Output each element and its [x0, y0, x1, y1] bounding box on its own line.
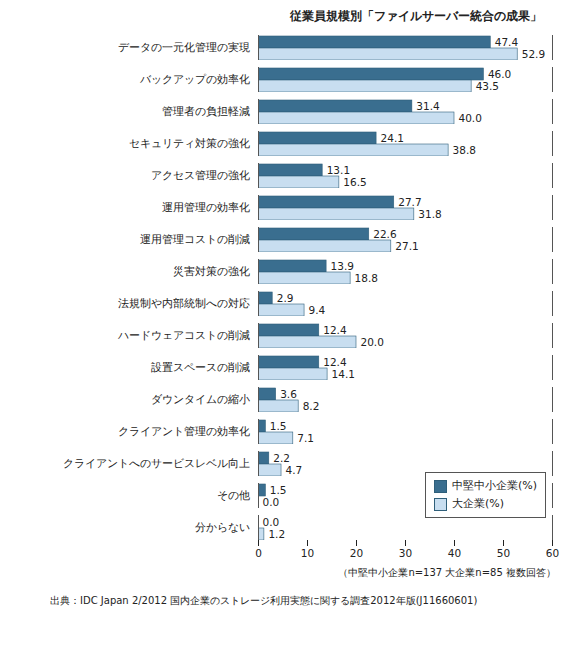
svg-text:ハードウェアコストの削減: ハードウェアコストの削減 [117, 329, 250, 341]
svg-text:20: 20 [350, 547, 363, 559]
svg-text:セキュリティ対策の強化: セキュリティ対策の強化 [129, 137, 250, 149]
svg-text:14.1: 14.1 [332, 368, 355, 380]
svg-text:1.2: 1.2 [268, 528, 285, 540]
svg-text:0.0: 0.0 [263, 516, 280, 528]
svg-text:ダウンタイムの縮小: ダウンタイムの縮小 [151, 393, 250, 405]
svg-text:その他: その他 [217, 489, 250, 501]
svg-text:設置スペースの削減: 設置スペースの削減 [151, 361, 250, 373]
svg-text:46.0: 46.0 [488, 68, 511, 80]
svg-text:データの一元化管理の実現: データの一元化管理の実現 [118, 41, 250, 53]
svg-text:60: 60 [546, 547, 559, 559]
svg-text:27.7: 27.7 [398, 196, 421, 208]
svg-text:分からない: 分からない [195, 521, 250, 533]
svg-text:クライアントへのサービスレベル向上: クライアントへのサービスレベル向上 [63, 457, 250, 469]
svg-text:9.4: 9.4 [309, 304, 326, 316]
svg-text:災害対策の強化: 災害対策の強化 [173, 265, 250, 277]
svg-text:7.1: 7.1 [297, 432, 314, 444]
svg-text:30: 30 [399, 547, 412, 559]
html-text:出典：IDC Japan 2/2012 国内企業のストレージ: 出典：IDC Japan 2/2012 国内企業のストレージ利用実態に関する調査… [50, 595, 478, 606]
svg-text:法規制や内部統制への対応: 法規制や内部統制への対応 [118, 297, 250, 309]
svg-text:運用管理コストの削減: 運用管理コストの削減 [140, 233, 250, 245]
svg-text:運用管理の効率化: 運用管理の効率化 [162, 201, 250, 213]
svg-text:2.2: 2.2 [273, 452, 290, 464]
svg-text:3.6: 3.6 [280, 388, 297, 400]
svg-text:アクセス管理の強化: アクセス管理の強化 [151, 169, 250, 181]
svg-text:12.4: 12.4 [323, 324, 347, 336]
svg-text:1.5: 1.5 [270, 420, 287, 432]
svg-text:13.9: 13.9 [331, 260, 354, 272]
svg-text:バックアップの効率化: バックアップの効率化 [139, 73, 250, 85]
svg-text:16.5: 16.5 [343, 176, 366, 188]
svg-text:4.7: 4.7 [286, 464, 303, 476]
svg-text:0: 0 [255, 547, 262, 559]
html-text:（中堅中小企業n=137 大企業n=85 複数回答）: （中堅中小企業n=137 大企業n=85 複数回答） [338, 567, 556, 578]
svg-text:27.1: 27.1 [395, 240, 418, 252]
svg-text:2.9: 2.9 [277, 292, 294, 304]
html-text:大企業(%): 大企業(%) [452, 497, 504, 510]
svg-text:20.0: 20.0 [361, 336, 384, 348]
svg-text:52.9: 52.9 [522, 48, 545, 60]
html-text:中堅中小企業(%): 中堅中小企業(%) [452, 479, 537, 492]
svg-text:1.5: 1.5 [270, 484, 287, 496]
svg-text:47.4: 47.4 [495, 36, 519, 48]
svg-text:18.8: 18.8 [355, 272, 378, 284]
svg-text:10: 10 [301, 547, 314, 559]
svg-text:管理者の負担軽減: 管理者の負担軽減 [162, 105, 250, 117]
svg-text:クライアント管理の効率化: クライアント管理の効率化 [118, 425, 250, 437]
svg-text:12.4: 12.4 [323, 356, 347, 368]
svg-text:43.5: 43.5 [476, 80, 499, 92]
svg-text:50: 50 [497, 547, 510, 559]
svg-text:13.1: 13.1 [327, 164, 350, 176]
svg-text:8.2: 8.2 [303, 400, 320, 412]
svg-text:24.1: 24.1 [381, 132, 404, 144]
svg-text:40.0: 40.0 [459, 112, 482, 124]
svg-text:0.0: 0.0 [263, 496, 280, 508]
svg-text:22.6: 22.6 [373, 228, 397, 240]
html-text:従業員規模別「ファイルサーバー統合の成果」: 従業員規模別「ファイルサーバー統合の成果」 [290, 9, 542, 23]
svg-text:40: 40 [448, 547, 461, 559]
svg-text:38.8: 38.8 [453, 144, 476, 156]
svg-text:31.8: 31.8 [418, 208, 441, 220]
svg-text:31.4: 31.4 [416, 100, 440, 112]
